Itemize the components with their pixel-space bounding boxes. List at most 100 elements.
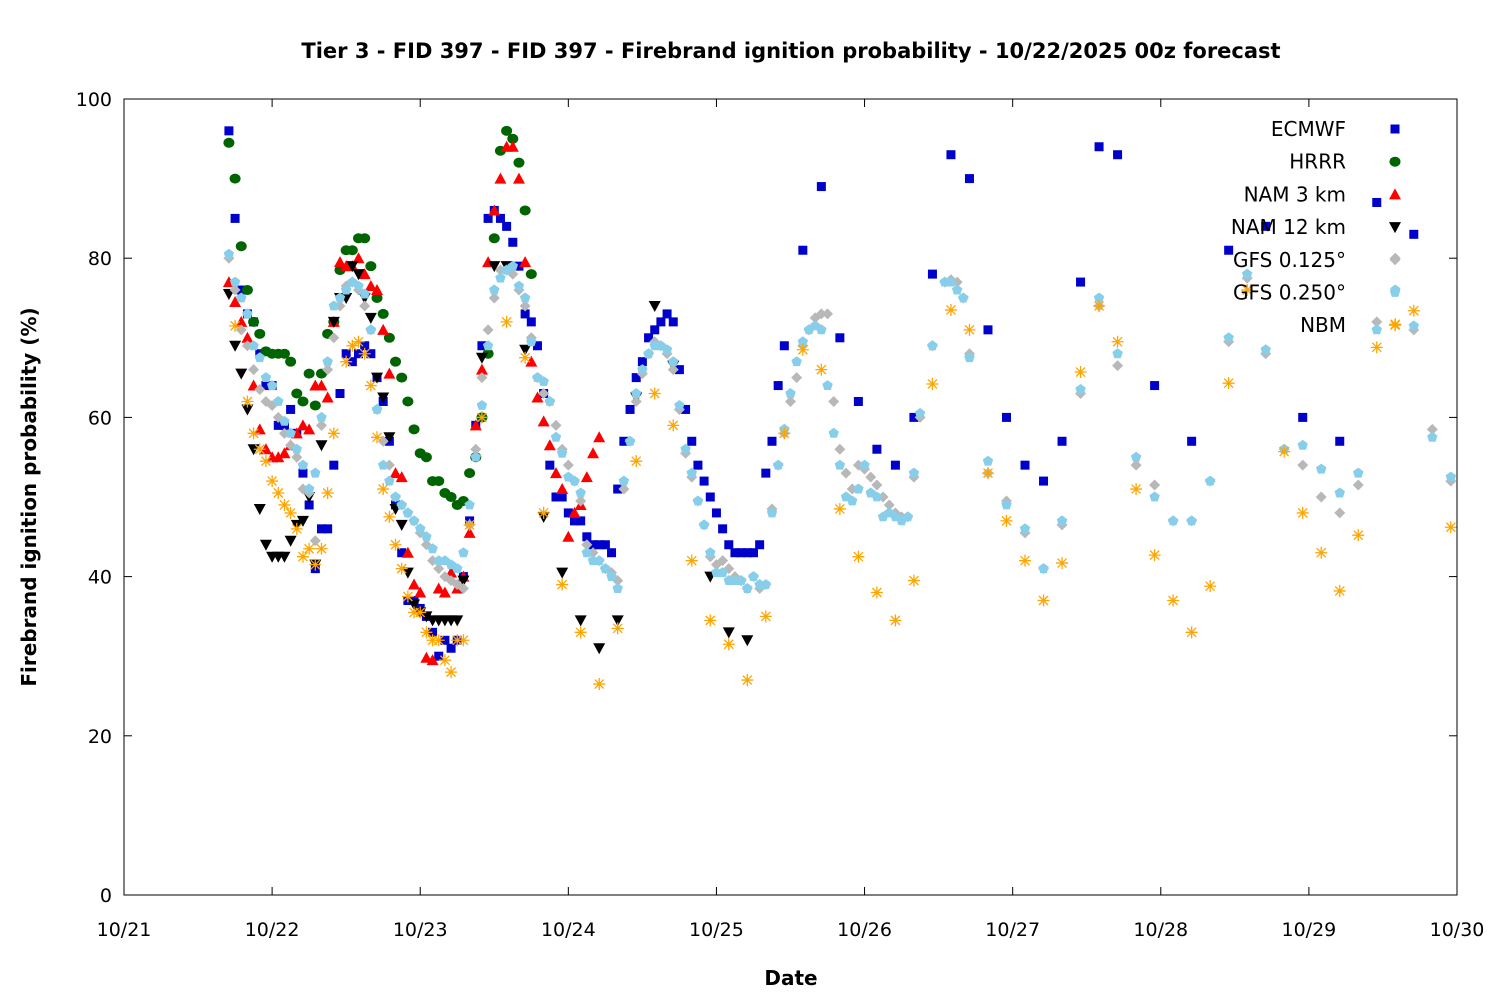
data-point <box>223 248 235 259</box>
data-point <box>1315 546 1328 559</box>
x-tick-label: 10/21 <box>97 919 152 941</box>
data-point <box>328 300 340 311</box>
data-point <box>1057 436 1067 446</box>
data-point <box>253 503 266 515</box>
data-point <box>1076 277 1086 287</box>
data-point <box>390 356 402 367</box>
data-point <box>1111 335 1124 348</box>
y-tick-label: 40 <box>88 567 112 589</box>
data-point <box>656 317 666 327</box>
data-point <box>1185 626 1198 639</box>
data-point <box>815 363 828 376</box>
data-point <box>303 483 315 494</box>
data-point <box>378 459 389 470</box>
data-point <box>377 483 390 496</box>
data-point <box>415 523 426 534</box>
legend-marker-triangle-up-icon <box>1389 188 1401 200</box>
data-point <box>1130 483 1143 496</box>
data-point <box>556 567 569 579</box>
data-point <box>643 348 654 359</box>
data-point <box>680 443 691 454</box>
data-point <box>247 444 260 456</box>
data-point <box>241 404 254 416</box>
data-point <box>1130 451 1142 462</box>
x-tick-label: 10/22 <box>245 919 300 941</box>
data-point <box>371 403 383 414</box>
data-point <box>235 368 248 380</box>
data-point <box>248 340 259 351</box>
data-point <box>532 341 542 351</box>
data-point <box>359 288 370 299</box>
data-point <box>457 634 470 647</box>
data-point <box>408 515 420 526</box>
data-point <box>469 419 482 431</box>
data-point <box>557 492 567 502</box>
data-point <box>1444 521 1457 534</box>
data-point <box>1187 436 1197 446</box>
series-gfs-0-250- <box>223 248 1457 593</box>
data-point <box>650 325 660 335</box>
data-point <box>352 269 365 281</box>
axes: 10/21 10/22 10/23 10/24 10/25 10/26 10/27 10/28… <box>76 89 1485 941</box>
data-point <box>1075 384 1086 394</box>
data-point <box>241 395 254 408</box>
data-point <box>278 551 291 563</box>
data-point <box>1150 381 1160 391</box>
x-tick-label: 10/28 <box>1133 919 1188 941</box>
legend-marker-pentagon-icon <box>1389 287 1401 297</box>
data-point <box>1056 515 1068 526</box>
data-point <box>502 221 512 231</box>
data-point <box>309 535 321 547</box>
data-point <box>1353 467 1364 478</box>
data-point <box>327 316 340 328</box>
data-point <box>452 563 463 574</box>
data-point <box>235 241 247 252</box>
x-tick-label: 10/29 <box>1282 919 1337 941</box>
data-point <box>631 388 642 398</box>
data-point <box>303 542 316 555</box>
data-point <box>229 340 242 352</box>
data-point <box>358 347 371 360</box>
data-point <box>519 292 531 303</box>
data-point <box>352 335 365 348</box>
data-point <box>229 319 242 332</box>
legend-label: NAM 12 km <box>1231 215 1346 239</box>
data-point <box>329 460 339 470</box>
data-point <box>506 140 519 152</box>
data-point <box>907 574 920 587</box>
data-point <box>261 381 271 391</box>
data-point <box>1204 475 1216 486</box>
data-point <box>772 459 784 470</box>
data-point <box>798 245 808 255</box>
data-point <box>822 380 833 390</box>
data-point <box>963 323 976 336</box>
data-point <box>742 583 753 593</box>
data-point <box>433 476 445 487</box>
data-point <box>870 586 883 599</box>
data-point <box>872 444 882 454</box>
data-point <box>290 522 303 535</box>
data-point <box>981 467 994 480</box>
data-point <box>618 475 630 486</box>
data-point <box>964 174 974 184</box>
x-tick-label: 10/26 <box>837 919 892 941</box>
data-point <box>458 547 469 558</box>
series-nbm <box>229 284 1457 691</box>
data-point <box>958 292 969 303</box>
data-point <box>556 483 569 495</box>
plot-area <box>222 125 1457 691</box>
data-point <box>476 400 488 410</box>
data-point <box>760 579 771 589</box>
data-point <box>519 351 532 364</box>
data-point <box>266 380 278 390</box>
data-point <box>259 455 272 468</box>
data-point <box>272 451 285 463</box>
data-point <box>730 548 740 558</box>
data-point <box>353 280 364 291</box>
data-point <box>229 284 241 296</box>
data-point <box>296 419 309 431</box>
data-point <box>631 373 641 383</box>
data-point <box>550 419 562 431</box>
y-tick-label: 20 <box>88 726 112 748</box>
data-point <box>1074 366 1087 379</box>
